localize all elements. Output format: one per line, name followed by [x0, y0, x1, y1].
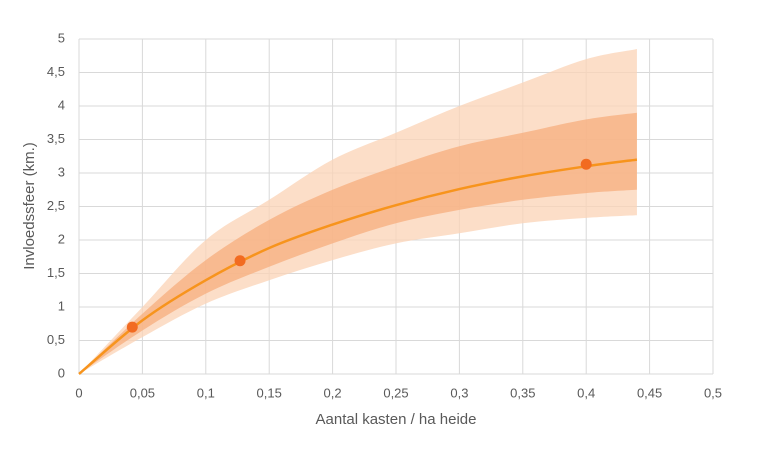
y-tick-label: 0,5 — [47, 332, 65, 347]
y-tick-label: 2,5 — [47, 198, 65, 213]
x-tick-label: 0 — [75, 385, 82, 400]
x-tick-label: 0,1 — [197, 385, 215, 400]
x-tick-label: 0,5 — [704, 385, 722, 400]
y-tick-label: 4 — [58, 97, 65, 112]
y-tick-label: 2 — [58, 231, 65, 246]
y-tick-label: 1 — [58, 298, 65, 313]
y-tick-label: 0 — [58, 365, 65, 380]
x-tick-label: 0,45 — [637, 385, 662, 400]
data-point — [580, 158, 592, 170]
x-tick-label: 0,3 — [450, 385, 468, 400]
x-axis-title: Aantal kasten / ha heide — [316, 411, 477, 428]
y-tick-label: 5 — [58, 30, 65, 45]
data-point — [234, 255, 246, 267]
y-tick-label: 3,5 — [47, 131, 65, 146]
x-tick-label: 0,2 — [324, 385, 342, 400]
y-tick-label: 1,5 — [47, 265, 65, 280]
x-tick-label: 0,25 — [383, 385, 408, 400]
confidence-band — [79, 112, 637, 374]
x-tick-label: 0,35 — [510, 385, 535, 400]
x-tick-label: 0,4 — [577, 385, 595, 400]
x-tick-label: 0,05 — [130, 385, 155, 400]
x-tick-label: 0,15 — [257, 385, 282, 400]
y-axis-title: Invloedssfeer (km.) — [21, 142, 38, 270]
data-point — [126, 321, 138, 333]
y-tick-label: 4,5 — [47, 64, 65, 79]
y-tick-label: 3 — [58, 164, 65, 179]
trend-line — [78, 158, 638, 375]
